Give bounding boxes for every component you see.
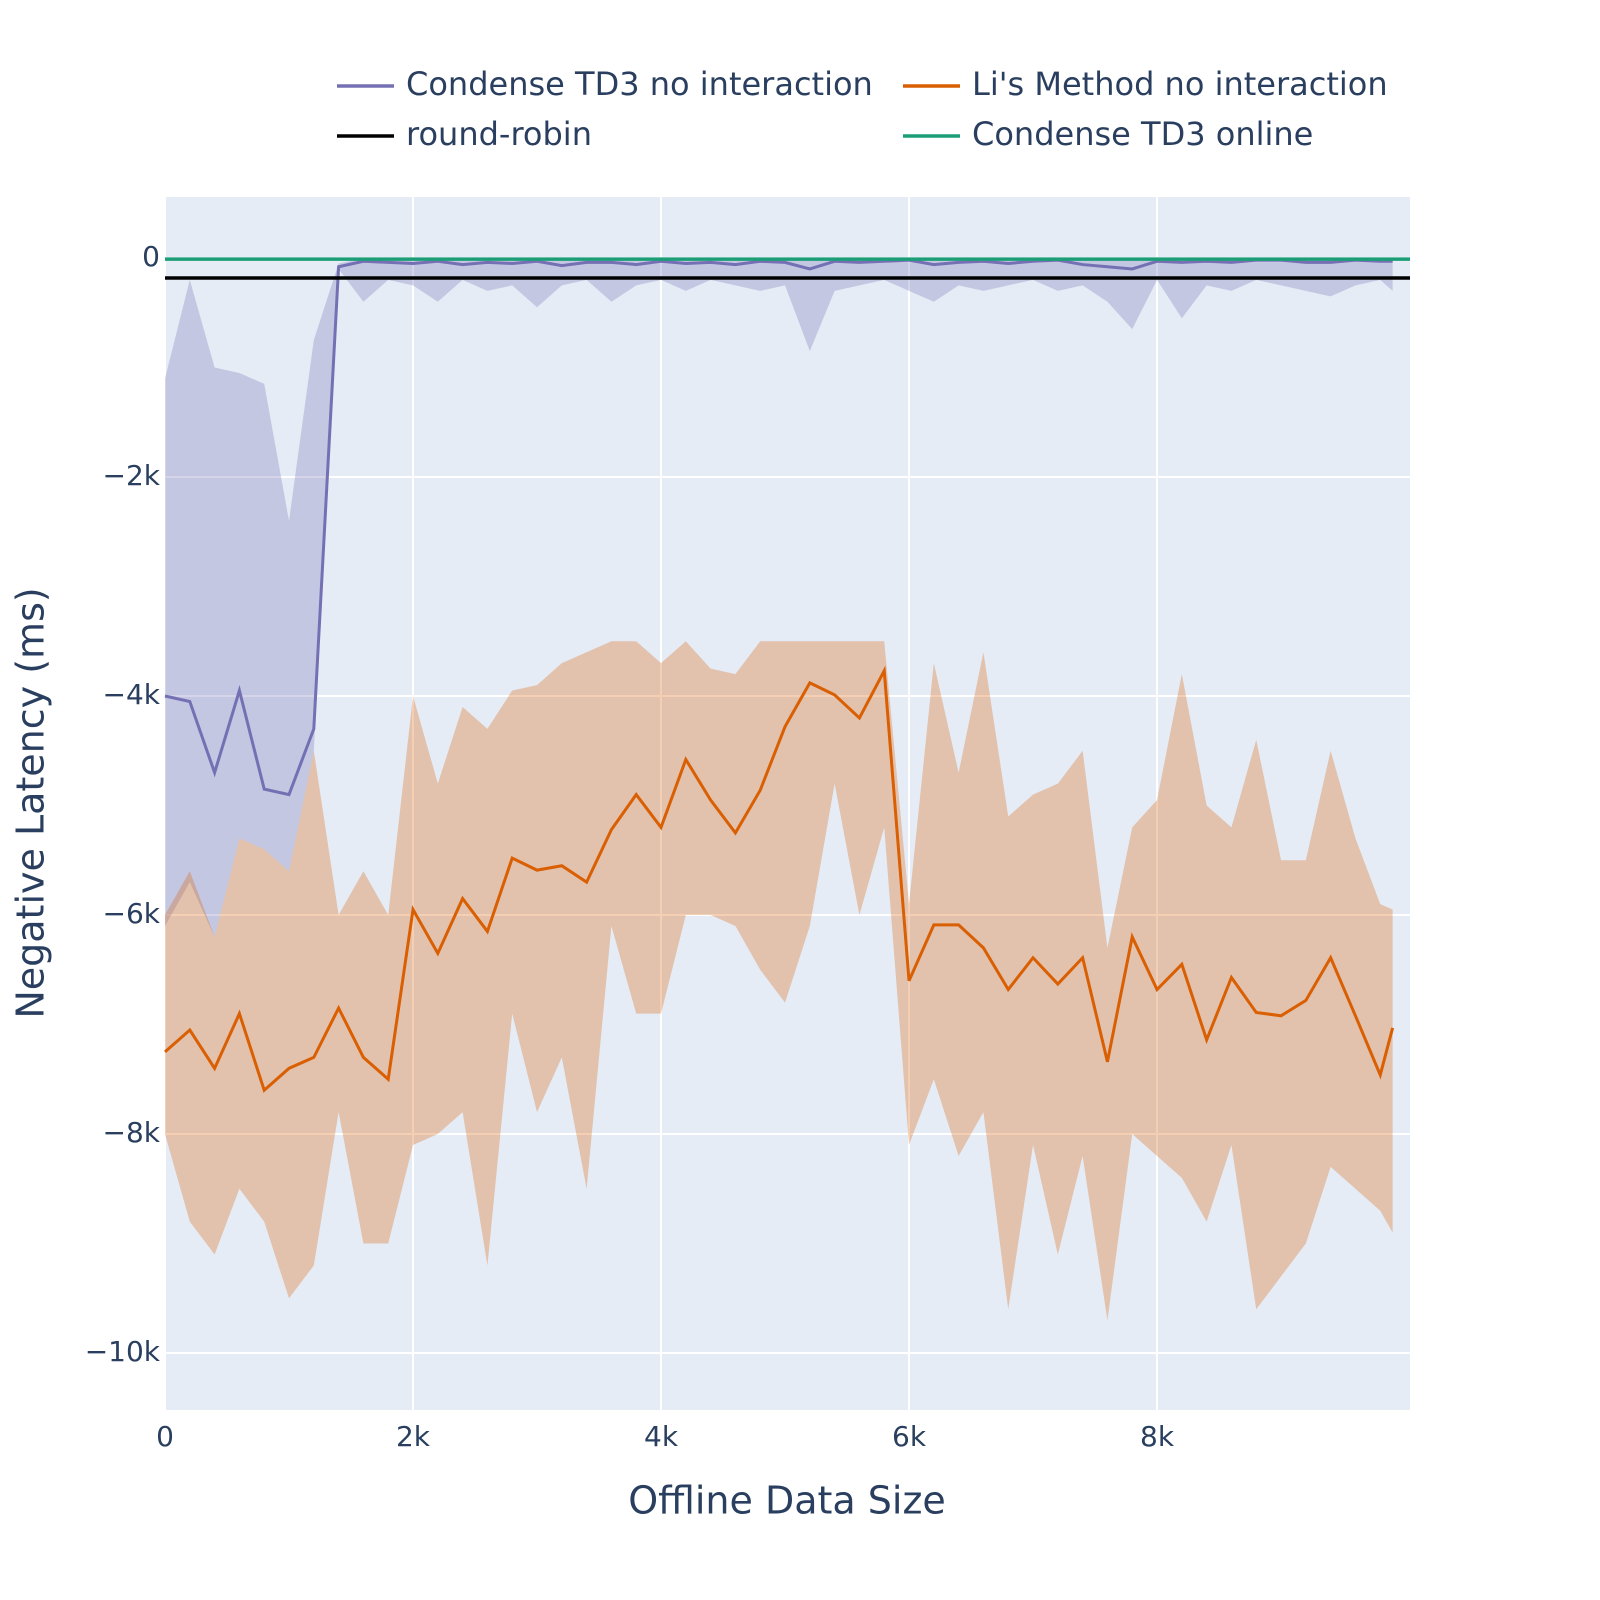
legend-label: Li's Method no interaction [972,65,1388,103]
x-tick-label: 0 [156,1420,174,1453]
grid [164,197,1410,1410]
plot-background [165,197,1410,1410]
y-tick-label: 0 [142,240,160,273]
legend-label: Condense TD3 online [972,115,1313,153]
y-tick-label: −8k [103,1116,161,1149]
y-tick-label: −10k [85,1335,161,1368]
x-tick-label: 2k [396,1420,431,1453]
band [165,257,1393,937]
y-tick-label: −4k [103,678,161,711]
labels: 0 2k 4k 6k 8k 0 −2k −4k −6k −8k −10k [85,240,1175,1453]
legend-label: round-robin [406,115,592,153]
x-tick-label: 6k [892,1420,927,1453]
x-axis-title: Offline Data Size [628,1479,946,1523]
y-tick-label: −6k [103,897,161,930]
legend-label: Condense TD3 no interaction [406,65,873,103]
line [164,258,1393,797]
x-tick-label: 8k [1140,1420,1175,1453]
y-tick-label: −2k [103,459,161,492]
marks [164,257,1410,1321]
line [164,665,1395,1093]
x-tick-label: 4k [644,1420,679,1453]
y-axis-title: Negative Latency (ms) [9,587,53,1018]
band [165,641,1393,1321]
